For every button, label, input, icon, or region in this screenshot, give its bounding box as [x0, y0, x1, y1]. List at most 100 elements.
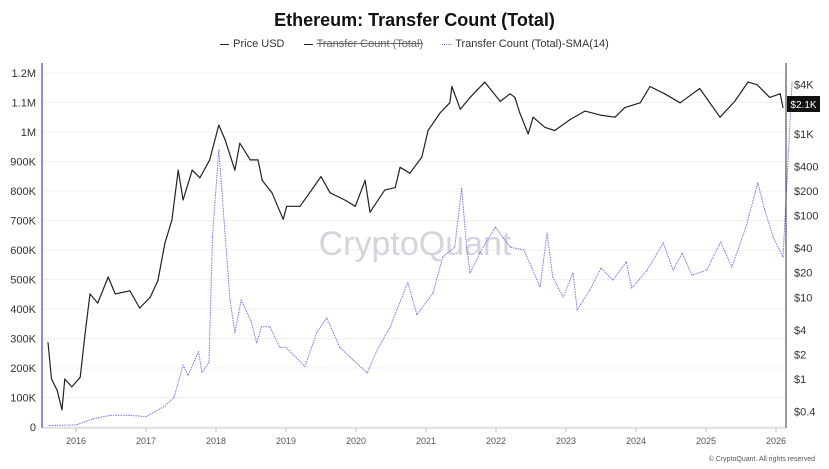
price-point: [299, 205, 301, 207]
transfer-sma-point: [48, 424, 51, 427]
x-tick-label: 2024: [626, 436, 646, 446]
price-point: [129, 290, 131, 292]
transfer-sma-point: [407, 281, 409, 284]
transfer-sma-point: [720, 241, 722, 243]
price-point: [257, 159, 259, 161]
transfer-sma-point: [612, 279, 614, 281]
transfer-sma-point: [646, 269, 648, 271]
transfer-sma-point: [234, 332, 236, 334]
price-point: [499, 100, 501, 102]
price-point: [624, 106, 626, 109]
transfer-sma-point: [572, 272, 574, 274]
right-tick-label: $100: [794, 211, 818, 223]
transfer-sma-point: [187, 374, 189, 376]
transfer-sma-point: [562, 296, 564, 298]
right-axis: $0.4 $1 $2 $4 $10 $20 $40 $100 $200 $400 $1K $4K: [794, 80, 818, 419]
transfer-sma-point: [509, 246, 511, 248]
price-point: [399, 166, 401, 168]
price-point: [61, 409, 63, 411]
transfer-sma-point: [691, 274, 693, 276]
transfer-sma-point: [225, 252, 228, 254]
left-tick-label: 200K: [10, 363, 36, 375]
left-tick-label: 1.1M: [12, 98, 36, 110]
x-tick-label: 2022: [486, 436, 506, 446]
left-tick-label: 1M: [21, 127, 36, 139]
price-point: [527, 133, 529, 135]
transfer-sma-point: [757, 182, 759, 184]
transfer-sma-point: [764, 209, 766, 211]
transfer-sma-point: [240, 299, 242, 301]
price-point: [249, 159, 251, 161]
transfer-sma-point: [546, 232, 548, 234]
price-point: [449, 102, 451, 104]
price-point: [344, 199, 346, 201]
left-tick-label: 600K: [10, 245, 36, 257]
right-tick-label: $2: [794, 349, 806, 361]
price-point: [191, 169, 193, 171]
x-tick-label: 2025: [696, 436, 716, 446]
transfer-sma-point: [250, 320, 252, 322]
price-point: [782, 106, 784, 109]
transfer-sma-point: [416, 314, 418, 316]
price-point: [409, 172, 411, 174]
price-point: [664, 93, 666, 95]
left-tick-label: 300K: [10, 334, 36, 346]
legend-swatch: [442, 43, 452, 45]
transfer-sma-point: [75, 424, 77, 426]
transfer-sma-point: [304, 365, 306, 368]
transfer-sma-point: [600, 267, 602, 269]
transfer-sma-point: [469, 272, 471, 274]
transfer-sma-point: [454, 246, 456, 248]
price-point: [544, 126, 546, 129]
price-point: [182, 199, 184, 201]
legend-swatch: [220, 43, 230, 45]
transfer-sma-point: [552, 276, 554, 278]
transfer-sma-point: [279, 346, 281, 348]
transfer-sma-point: [442, 256, 444, 258]
legend-item-transfer-count[interactable]: Transfer Count (Total): [303, 38, 423, 50]
price-point: [532, 116, 534, 118]
transfer-sma-point: [376, 349, 378, 351]
price-point: [149, 296, 151, 298]
transfer-sma-point: [366, 372, 368, 374]
transfer-sma-point: [127, 414, 130, 416]
transfer-sma-point: [110, 414, 112, 416]
x-tick-label: 2018: [206, 436, 226, 446]
current-price-label: $2.1K: [790, 100, 816, 111]
copyright-footer: © CryptoQuant. All rights reserved: [708, 456, 815, 463]
left-tick-label: 500K: [10, 275, 36, 287]
price-point: [364, 179, 366, 181]
price-point: [329, 192, 331, 194]
left-tick-label: 1.2M: [12, 68, 36, 80]
x-tick-label: 2026: [766, 436, 786, 446]
transfer-sma-point: [745, 226, 747, 228]
transfer-sma-point: [631, 287, 633, 289]
watermark: CryptoQuant: [319, 225, 512, 263]
left-tick-label: 900K: [10, 157, 36, 169]
price-point: [157, 280, 159, 282]
right-tick-label: $0.4: [794, 407, 815, 419]
price-point: [234, 169, 236, 171]
left-tick-label: 400K: [10, 304, 36, 316]
transfer-sma-point: [625, 261, 627, 263]
transfer-sma-point: [197, 351, 200, 353]
price-point: [177, 169, 179, 171]
transfer-sma-point: [786, 176, 788, 178]
transfer-sma-point: [662, 242, 664, 244]
transfer-sma-point: [316, 332, 318, 334]
legend-item-price[interactable]: Price USD: [220, 38, 285, 50]
transfer-sma-point: [285, 346, 287, 348]
price-point: [114, 293, 116, 295]
price-point: [89, 293, 91, 295]
transfer-sma-point: [791, 81, 793, 83]
transfer-sma-point: [211, 236, 214, 238]
transfer-sma-point: [326, 317, 328, 319]
right-tick-label: $4K: [794, 80, 814, 92]
price-point: [139, 307, 141, 309]
left-tick-label: 100K: [10, 393, 36, 405]
price-point: [484, 81, 486, 83]
legend-item-transfer-sma[interactable]: Transfer Count (Total)-SMA(14): [442, 38, 609, 50]
current-price-badge: [787, 96, 820, 112]
left-tick-label: 0: [30, 422, 36, 434]
